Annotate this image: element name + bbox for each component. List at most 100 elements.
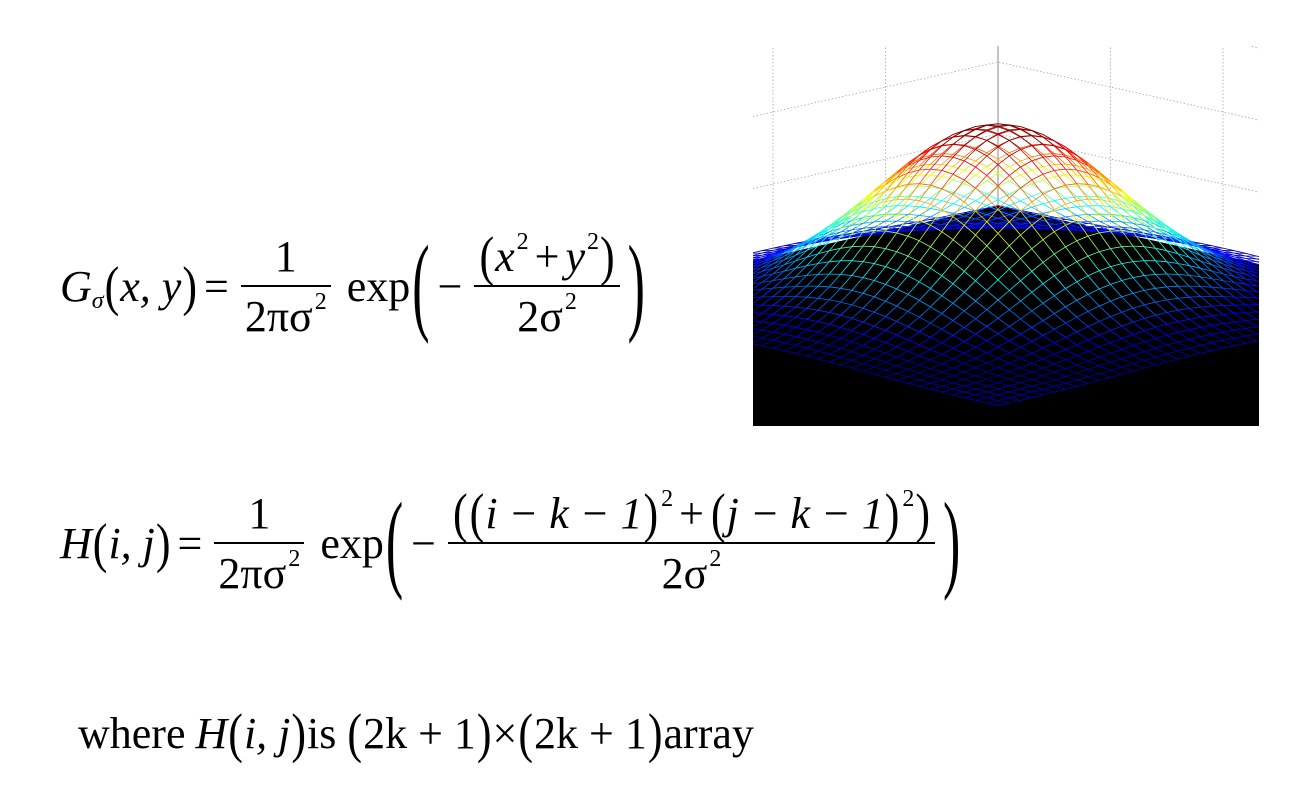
mesh-segment (997, 371, 1010, 376)
mesh-segment (1200, 296, 1213, 307)
mesh-segment (1031, 135, 1044, 138)
mesh-segment (761, 331, 774, 339)
mesh-segment (896, 195, 909, 207)
mesh-segment (874, 348, 886, 354)
mesh-segment (1031, 215, 1044, 221)
mesh-segment (1166, 358, 1179, 363)
mesh-segment (1009, 174, 1021, 182)
mesh-segment (784, 254, 796, 261)
mesh-segment (829, 247, 841, 252)
mesh-segment (795, 285, 808, 297)
mesh-segment (1222, 263, 1235, 272)
mesh-segment (986, 193, 999, 201)
mesh-segment (1132, 245, 1145, 248)
mesh-segment (1166, 250, 1179, 264)
mesh-segment (952, 144, 965, 155)
mesh-segment (1110, 352, 1122, 360)
mesh-segment (930, 168, 942, 171)
mesh-segment (862, 325, 875, 335)
mesh-segment (873, 230, 886, 247)
mesh-segment (806, 253, 819, 266)
mesh-segment (1110, 316, 1123, 327)
mesh-segment (1087, 172, 1100, 188)
mesh-segment (885, 377, 897, 381)
mesh-segment (930, 313, 943, 324)
mesh-segment (1177, 239, 1190, 246)
exponent-fraction: (x2 + y2) 2σ2 (474, 229, 620, 339)
mesh-segment (997, 268, 1010, 281)
mesh-segment (907, 281, 920, 295)
mesh-segment (1177, 245, 1190, 251)
mesh-segment (1020, 224, 1033, 236)
mesh-segment (1009, 218, 1021, 222)
mesh-segment (1222, 273, 1235, 277)
mesh-segment (1076, 331, 1089, 341)
mesh-segment (907, 344, 920, 352)
mesh-segment (806, 341, 819, 349)
mesh-segment (975, 367, 987, 373)
mesh-segment (1245, 326, 1257, 329)
mesh-segment (907, 174, 920, 178)
mesh-segment (997, 129, 1010, 135)
mesh-segment (1009, 136, 1021, 141)
mesh-segment (1053, 209, 1066, 226)
mesh-segment (907, 316, 920, 327)
mesh-segment (817, 358, 830, 363)
mesh-segment (941, 363, 954, 369)
mesh-segment (1020, 220, 1032, 224)
mesh-segment (1076, 261, 1089, 277)
mesh-segment (873, 190, 886, 206)
mesh-segment (1087, 356, 1100, 362)
mesh-segment (1009, 149, 1021, 157)
mesh-segment (907, 379, 920, 384)
mesh-segment (851, 318, 864, 323)
mesh-segment (761, 260, 774, 268)
mesh-segment (1200, 326, 1213, 335)
mesh-segment (1211, 333, 1224, 341)
mesh-segment (1020, 210, 1032, 217)
mesh-segment (840, 351, 852, 358)
mesh-segment (1020, 160, 1033, 171)
mesh-segment (1020, 149, 1033, 162)
mesh-segment (896, 221, 909, 227)
mesh-segment (1076, 316, 1089, 327)
mesh-segment (964, 358, 976, 364)
mesh-segment (1087, 176, 1100, 189)
mesh-segment (1053, 253, 1066, 269)
mesh-segment (1054, 218, 1066, 222)
is-word: is (307, 709, 337, 758)
mesh-segment (1042, 136, 1055, 147)
array-size-note: where H (i, j) is (2k + 1) × (2k + 1) ar… (78, 702, 754, 764)
mesh-segment (1020, 160, 1032, 168)
mesh-segment (885, 321, 898, 331)
mesh-segment (975, 221, 988, 236)
mesh-segment (1087, 365, 1100, 370)
mesh-segment (761, 323, 774, 331)
mesh-segment (784, 286, 796, 297)
mesh-segment (1053, 275, 1066, 289)
mesh-segment (874, 190, 886, 198)
mesh-segment (997, 400, 1010, 404)
mesh-segment (817, 321, 830, 325)
mesh-segment (907, 158, 920, 165)
mesh-segment (1031, 144, 1044, 155)
mesh-segment (952, 160, 965, 175)
mesh-segment (941, 136, 954, 147)
mesh-segment (1031, 292, 1044, 304)
mesh-segment (1009, 221, 1021, 225)
mesh-segment (1054, 288, 1066, 297)
mesh-segment (997, 357, 1010, 364)
mesh-segment (930, 145, 943, 156)
mesh-segment (1042, 363, 1055, 369)
mesh-segment (829, 314, 841, 325)
mesh-segment (1166, 309, 1179, 313)
mesh-segment (975, 210, 987, 213)
mesh-segment (1076, 206, 1089, 215)
mesh-segment (941, 388, 954, 393)
mesh-segment (1031, 248, 1044, 263)
mesh-segment (761, 263, 774, 268)
mesh-segment (1132, 293, 1145, 306)
mesh-segment (1155, 312, 1167, 316)
mesh-segment (1020, 397, 1032, 401)
mesh-segment (851, 227, 864, 234)
